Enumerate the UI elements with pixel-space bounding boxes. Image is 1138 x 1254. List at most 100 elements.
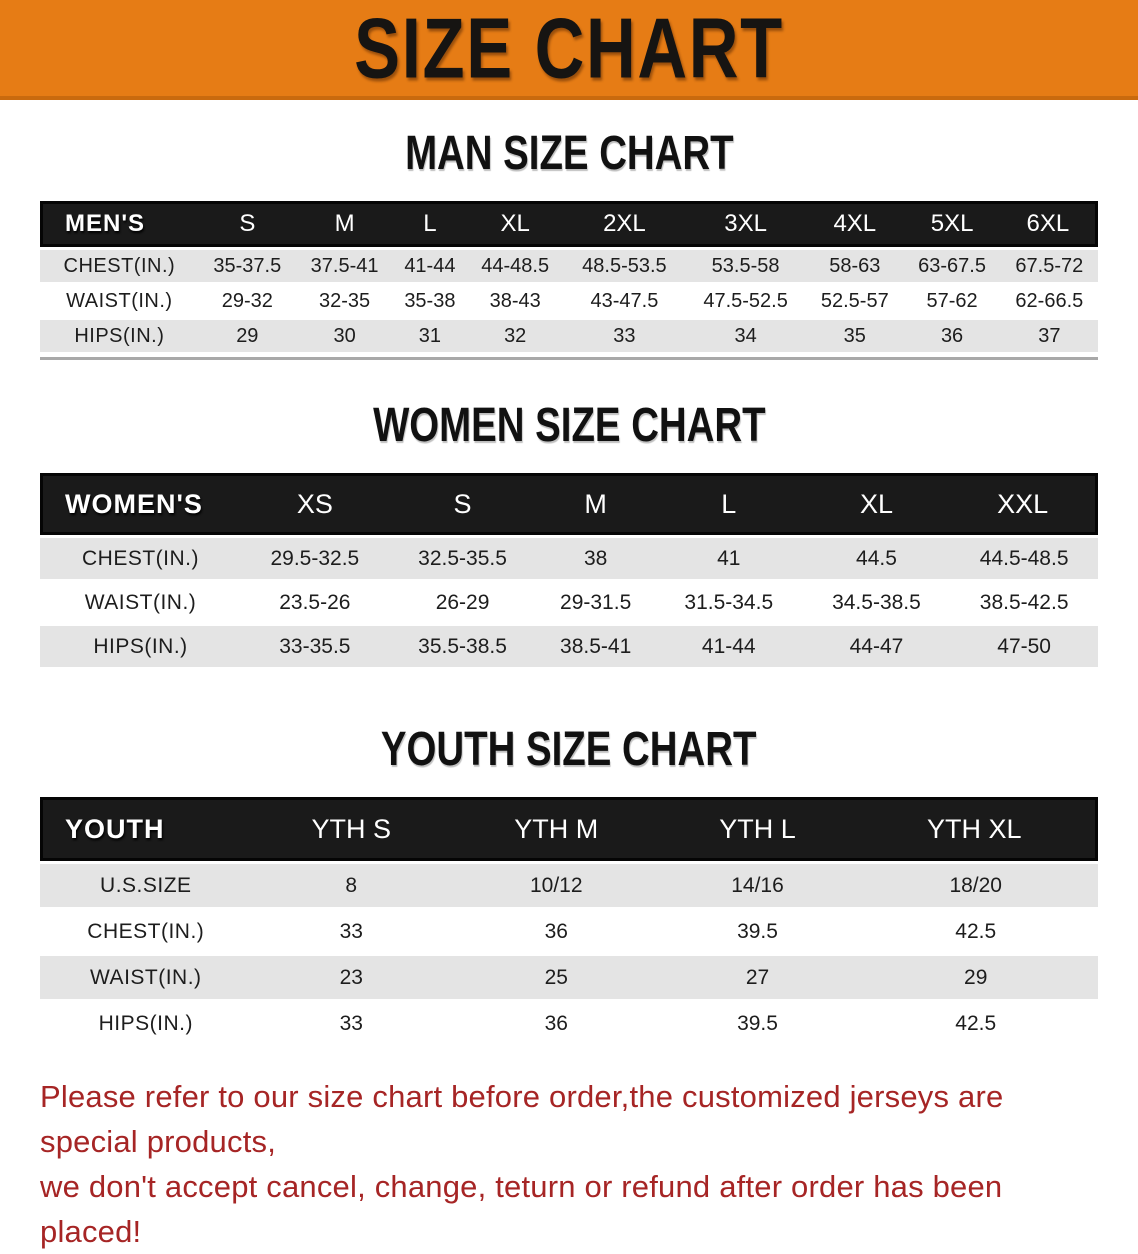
banner-title: SIZE CHART: [354, 0, 784, 96]
value-cell: 67.5-72: [1000, 250, 1098, 282]
size-header-cell: 3XL: [685, 201, 807, 247]
value-cell: 44-47: [802, 626, 951, 667]
value-cell: 29: [853, 956, 1098, 999]
value-cell: 41-44: [393, 250, 467, 282]
value-cell: 32-35: [295, 285, 394, 317]
size-header-cell: YTH S: [251, 797, 451, 861]
table-row: HIPS(IN.) 29 30 31 32 33 34 35 36 37: [40, 320, 1098, 352]
women-section-heading-text: WOMEN SIZE CHART: [372, 399, 766, 452]
table-header-row: WOMEN'S XS S M L XL XXL: [40, 473, 1098, 535]
table-row: WAIST(IN.) 23.5-26 26-29 29-31.5 31.5-34.5 34…: [40, 582, 1098, 623]
disclaimer-line-1: Please refer to our size chart before or…: [40, 1079, 1004, 1159]
row-label-cell: CHEST(IN.): [40, 910, 252, 953]
value-cell: 36: [903, 320, 1001, 352]
value-cell: 35: [806, 320, 904, 352]
value-cell: 29-32: [198, 285, 296, 317]
value-cell: 48.5-53.5: [563, 250, 685, 282]
value-cell: 10/12: [450, 864, 662, 907]
value-cell: 57-62: [903, 285, 1001, 317]
value-cell: 41-44: [654, 626, 803, 667]
value-cell: 35-38: [393, 285, 467, 317]
banner: SIZE CHART: [0, 0, 1138, 100]
value-cell: 38: [536, 538, 655, 579]
value-cell: 32.5-35.5: [388, 538, 537, 579]
table-header-row: YOUTH YTH S YTH M YTH L YTH XL: [40, 797, 1098, 861]
row-label-cell: CHEST(IN.): [40, 250, 199, 282]
row-label-cell: HIPS(IN.): [40, 1002, 252, 1045]
row-label-cell: HIPS(IN.): [40, 320, 199, 352]
value-cell: 33: [251, 1002, 451, 1045]
value-cell: 36: [450, 910, 662, 953]
table-row: HIPS(IN.) 33-35.5 35.5-38.5 38.5-41 41-44 44-…: [40, 626, 1098, 667]
size-table: MEN'S S M L XL 2XL 3XL 4XL 5XL 6XL CHEST(IN.) 35-37…: [40, 198, 1098, 355]
size-header-cell: 4XL: [806, 201, 904, 247]
size-header-cell: 5XL: [903, 201, 1001, 247]
value-cell: 33: [563, 320, 685, 352]
value-cell: 39.5: [661, 1002, 854, 1045]
size-header-cell: M: [295, 201, 394, 247]
value-cell: 47-50: [950, 626, 1098, 667]
value-cell: 41: [654, 538, 803, 579]
size-table: WOMEN'S XS S M L XL XXL CHEST(IN.) 29.5-32.5 32.5…: [40, 470, 1098, 670]
value-cell: 32: [466, 320, 564, 352]
value-cell: 36: [450, 1002, 662, 1045]
value-cell: 44.5: [802, 538, 951, 579]
row-label-cell: U.S.SIZE: [40, 864, 252, 907]
value-cell: 27: [661, 956, 854, 999]
value-cell: 37.5-41: [295, 250, 394, 282]
value-cell: 29.5-32.5: [241, 538, 389, 579]
size-header-cell: 2XL: [563, 201, 685, 247]
value-cell: 38.5-41: [536, 626, 655, 667]
table-row: WAIST(IN.) 23 25 27 29: [40, 956, 1098, 999]
table-row: WAIST(IN.) 29-32 32-35 35-38 38-43 43-47.5 47.…: [40, 285, 1098, 317]
value-cell: 38-43: [466, 285, 564, 317]
size-header-cell: XXL: [950, 473, 1098, 535]
value-cell: 34: [685, 320, 807, 352]
row-label-cell: WAIST(IN.): [40, 582, 242, 623]
value-cell: 34.5-38.5: [802, 582, 951, 623]
value-cell: 52.5-57: [806, 285, 904, 317]
value-cell: 42.5: [853, 1002, 1098, 1045]
value-cell: 38.5-42.5: [950, 582, 1098, 623]
value-cell: 44.5-48.5: [950, 538, 1098, 579]
table-row: CHEST(IN.) 29.5-32.5 32.5-35.5 38 41 44.5 44.5…: [40, 538, 1098, 579]
table-title-cell: YOUTH: [40, 797, 252, 861]
disclaimer-line-2: we don't accept cancel, change, teturn o…: [40, 1169, 1003, 1249]
value-cell: 47.5-52.5: [685, 285, 807, 317]
value-cell: 62-66.5: [1000, 285, 1098, 317]
value-cell: 42.5: [853, 910, 1098, 953]
value-cell: 14/16: [661, 864, 854, 907]
table-title-cell: WOMEN'S: [40, 473, 242, 535]
women-size-table: WOMEN'S XS S M L XL XXL CHEST(IN.) 29.5-32.5 32.5…: [40, 470, 1098, 670]
value-cell: 44-48.5: [466, 250, 564, 282]
value-cell: 31: [393, 320, 467, 352]
size-header-cell: S: [388, 473, 537, 535]
man-section-heading-text: MAN SIZE CHART: [404, 127, 734, 180]
size-header-cell: XL: [466, 201, 564, 247]
table-row: CHEST(IN.) 33 36 39.5 42.5: [40, 910, 1098, 953]
value-cell: 33-35.5: [241, 626, 389, 667]
size-header-cell: YTH M: [450, 797, 662, 861]
value-cell: 35.5-38.5: [388, 626, 537, 667]
row-label-cell: WAIST(IN.): [40, 956, 252, 999]
value-cell: 35-37.5: [198, 250, 296, 282]
size-header-cell: L: [393, 201, 467, 247]
size-header-cell: 6XL: [1000, 201, 1098, 247]
value-cell: 25: [450, 956, 662, 999]
table-title-cell: MEN'S: [40, 201, 199, 247]
order-disclaimer: Please refer to our size chart before or…: [40, 1074, 1098, 1254]
value-cell: 39.5: [661, 910, 854, 953]
value-cell: 53.5-58: [685, 250, 807, 282]
women-section-heading: WOMEN SIZE CHART: [0, 402, 1138, 450]
size-header-cell: XS: [241, 473, 389, 535]
table-row: U.S.SIZE 8 10/12 14/16 18/20: [40, 864, 1098, 907]
row-label-cell: WAIST(IN.): [40, 285, 199, 317]
table-row: HIPS(IN.) 33 36 39.5 42.5: [40, 1002, 1098, 1045]
value-cell: 18/20: [853, 864, 1098, 907]
row-label-cell: HIPS(IN.): [40, 626, 242, 667]
youth-section-heading: YOUTH SIZE CHART: [0, 726, 1138, 774]
value-cell: 37: [1000, 320, 1098, 352]
man-section-heading: MAN SIZE CHART: [0, 130, 1138, 178]
size-header-cell: XL: [802, 473, 951, 535]
